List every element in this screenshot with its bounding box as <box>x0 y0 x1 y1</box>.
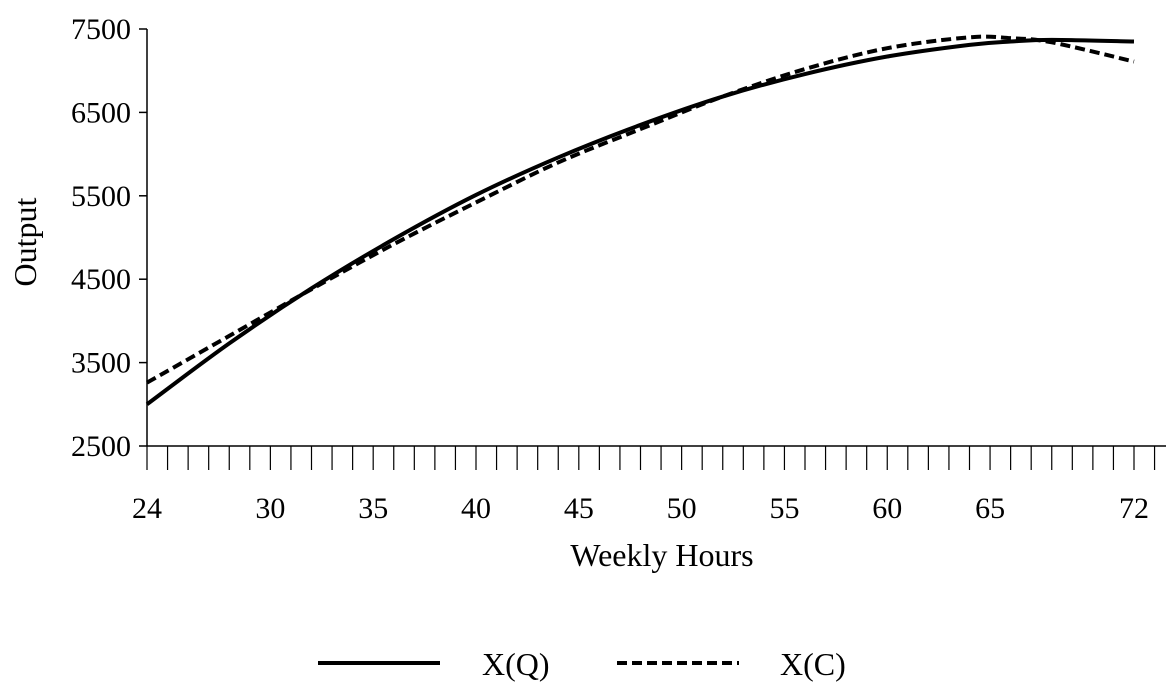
x-tick-label: 72 <box>1119 492 1149 525</box>
y-tick-label: 2500 <box>71 430 131 463</box>
x-tick-label: 65 <box>975 492 1005 525</box>
y-tick-label: 5500 <box>71 180 131 213</box>
legend-label-2: X(C) <box>780 646 846 682</box>
x-tick-label: 24 <box>132 492 162 525</box>
x-tick-label: 55 <box>769 492 799 525</box>
x-tick-label: 35 <box>358 492 388 525</box>
x-tick-label: 50 <box>667 492 697 525</box>
x-axis-title: Weekly Hours <box>570 537 753 573</box>
legend: X(Q) X(C) <box>318 646 846 682</box>
y-tick-label: 6500 <box>71 96 131 129</box>
axes: 2500 3500 4500 5500 6500 7500 24 30 35 40 45 50 55 60… <box>71 13 1166 525</box>
x-tick-label: 30 <box>255 492 285 525</box>
legend-label-1: X(Q) <box>482 646 550 682</box>
x-tick-label: 40 <box>461 492 491 525</box>
series-layer <box>145 34 1135 406</box>
y-tick-label: 7500 <box>71 13 131 46</box>
x-tick-label: 45 <box>564 492 594 525</box>
series-line-2 <box>146 34 1135 385</box>
y-tick-label: 4500 <box>71 263 131 296</box>
x-tick-label: 60 <box>872 492 902 525</box>
series-line-1 <box>145 37 1135 406</box>
y-tick-label: 3500 <box>71 347 131 380</box>
y-axis-title: Output <box>7 197 43 286</box>
